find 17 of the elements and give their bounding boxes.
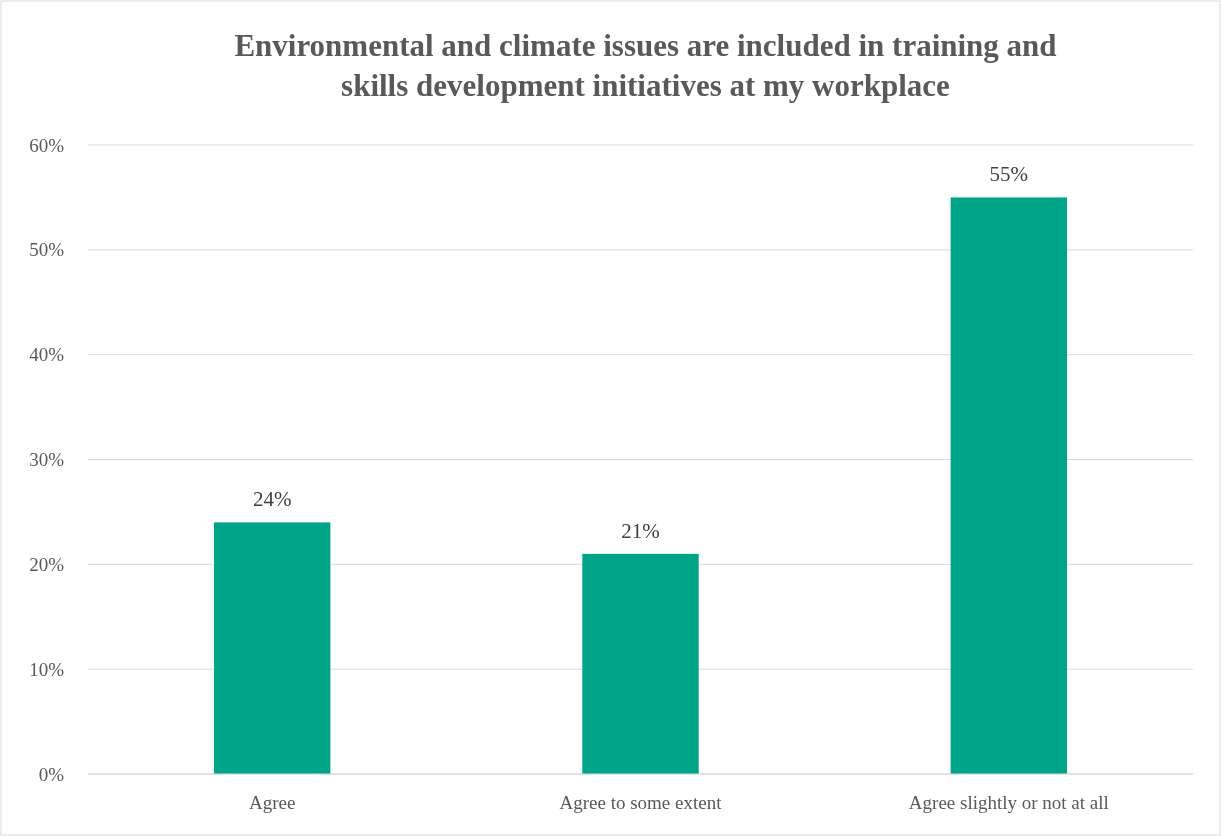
x-tick-label: Agree to some extent bbox=[559, 792, 723, 813]
data-label: 21% bbox=[621, 518, 660, 543]
y-tick-label: 40% bbox=[29, 344, 65, 366]
data-label: 55% bbox=[989, 162, 1029, 187]
x-tick-label: Agree slightly or not at all bbox=[908, 792, 1109, 813]
y-tick-label: 50% bbox=[29, 239, 65, 261]
x-tick-label: Agree bbox=[248, 792, 296, 813]
y-tick-label: 0% bbox=[38, 763, 65, 785]
chart-title: Environmental and climate issues are included in training and skills development initiatives at my workplace bbox=[234, 28, 1057, 103]
y-tick-label: 20% bbox=[29, 553, 65, 575]
bar bbox=[950, 197, 1068, 774]
y-tick-label: 30% bbox=[29, 449, 65, 471]
bar bbox=[213, 522, 331, 774]
data-label: 24% bbox=[252, 487, 292, 512]
y-tick-label: 10% bbox=[29, 658, 65, 680]
y-tick-label: 60% bbox=[29, 134, 65, 156]
bar bbox=[582, 553, 699, 774]
